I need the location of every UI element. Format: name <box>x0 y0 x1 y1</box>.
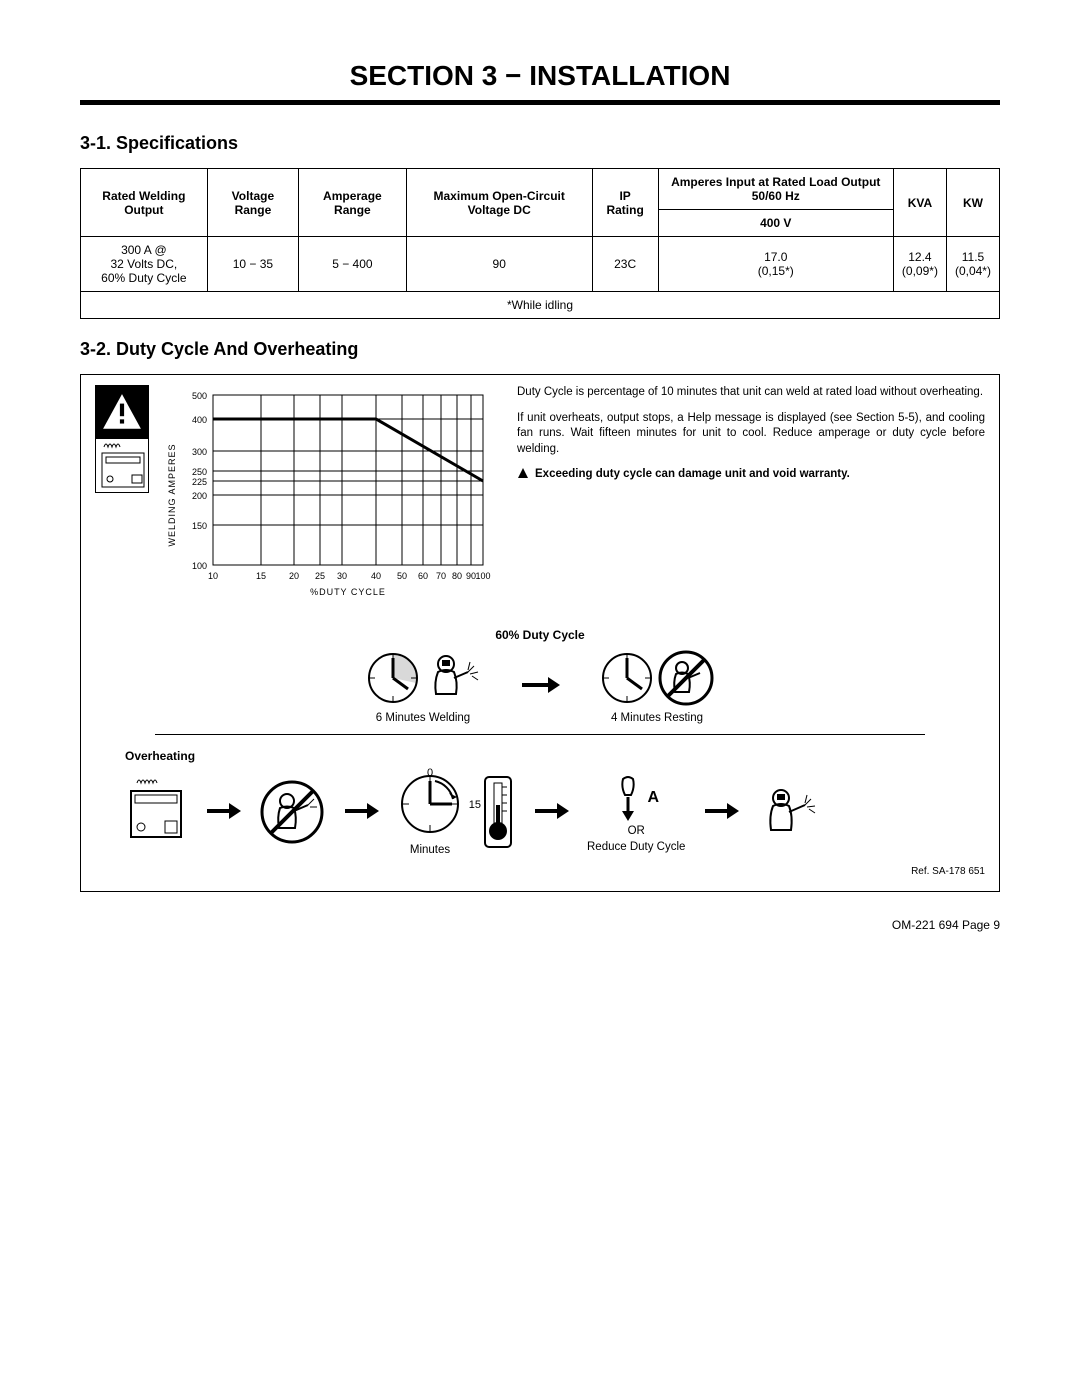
warn-text: Exceeding duty cycle can damage unit and… <box>535 467 850 485</box>
svg-text:15: 15 <box>256 571 266 581</box>
svg-text:250: 250 <box>192 467 207 477</box>
or-label: OR <box>587 825 685 837</box>
svg-text:200: 200 <box>192 491 207 501</box>
desc-p1: Duty Cycle is percentage of 10 minutes t… <box>517 385 985 401</box>
svg-text:500: 500 <box>192 391 207 401</box>
zero-label: 0 <box>427 767 433 779</box>
welder-rest-icon <box>658 650 714 706</box>
cell-max-ocv: 90 <box>406 237 592 292</box>
svg-text:225: 225 <box>192 477 207 487</box>
svg-text:100: 100 <box>192 561 207 571</box>
sixty-percent-label: 60% Duty Cycle <box>95 628 985 642</box>
cell-kva: 12.4(0,09*) <box>893 237 946 292</box>
svg-text:100: 100 <box>475 571 490 581</box>
svg-text:WELDING AMPERES: WELDING AMPERES <box>167 443 177 546</box>
col-400v: 400 V <box>658 210 893 237</box>
svg-text:%DUTY CYCLE: %DUTY CYCLE <box>310 587 386 597</box>
cell-kw: 11.5(0,04*) <box>946 237 999 292</box>
duty-cycle-chart: WELDING AMPERES <box>163 385 503 610</box>
welding-segment: 6 Minutes Welding <box>366 650 480 724</box>
spec-heading: 3-1. Specifications <box>80 133 1000 154</box>
welder-ok-icon <box>757 782 817 842</box>
warning-triangle-icon <box>517 467 529 485</box>
machine-hot-icon <box>125 777 187 847</box>
svg-text:400: 400 <box>192 415 207 425</box>
cell-rated-output: 300 A @32 Volts DC,60% Duty Cycle <box>81 237 208 292</box>
svg-text:40: 40 <box>371 571 381 581</box>
reduce-label: Reduce Duty Cycle <box>587 841 685 853</box>
page-footer: OM-221 694 Page 9 <box>80 918 1000 932</box>
idling-row: *While idling <box>81 292 1000 319</box>
arrow-icon <box>533 801 569 826</box>
section-title: SECTION 3 − INSTALLATION <box>80 60 1000 92</box>
welder-figure-icon <box>424 650 480 706</box>
col-voltage-range: Voltage Range <box>207 169 298 237</box>
svg-text:30: 30 <box>337 571 347 581</box>
svg-text:20: 20 <box>289 571 299 581</box>
col-kva: KVA <box>893 169 946 237</box>
col-amperage-range: Amperage Range <box>299 169 407 237</box>
no-weld-icon <box>259 779 325 845</box>
duty-box: WELDING AMPERES <box>80 374 1000 892</box>
cell-amperage-range: 5 − 400 <box>299 237 407 292</box>
col-ip-rating: IP Rating <box>592 169 658 237</box>
arrow-icon <box>205 801 241 826</box>
svg-text:25: 25 <box>315 571 325 581</box>
overheating-label: Overheating <box>125 749 985 763</box>
welding-caption: 6 Minutes Welding <box>366 712 480 724</box>
overheating-row: 0 15 Minutes <box>125 771 985 856</box>
welder-machine-icon <box>95 439 149 493</box>
col-max-ocv: Maximum Open-Circuit Voltage DC <box>406 169 592 237</box>
svg-text:150: 150 <box>192 521 207 531</box>
cell-voltage-range: 10 − 35 <box>207 237 298 292</box>
duty-description: Duty Cycle is percentage of 10 minutes t… <box>517 385 985 610</box>
title-rule <box>80 100 1000 105</box>
warning-icon <box>95 385 149 439</box>
resting-segment: 4 Minutes Resting <box>600 650 714 724</box>
arrow-icon <box>343 801 379 826</box>
resting-caption: 4 Minutes Resting <box>600 712 714 724</box>
cell-ip-rating: 23C <box>592 237 658 292</box>
svg-text:50: 50 <box>397 571 407 581</box>
amp-letter: A <box>647 789 659 807</box>
fifteen-label: 15 <box>469 799 481 811</box>
col-kw: KW <box>946 169 999 237</box>
arrow-icon <box>703 801 739 826</box>
duty-heading: 3-2. Duty Cycle And Overheating <box>80 339 1000 360</box>
ref-note: Ref. SA-178 651 <box>95 866 985 877</box>
svg-text:10: 10 <box>208 571 218 581</box>
arrow-icon <box>520 675 560 700</box>
clock-4min-icon <box>600 651 654 705</box>
desc-p2: If unit overheats, output stops, a Help … <box>517 411 985 458</box>
col-amperes-input: Amperes Input at Rated Load Output 50/60… <box>658 169 893 210</box>
idling-note: *While idling <box>81 292 1000 319</box>
col-rated-output: Rated Welding Output <box>81 169 208 237</box>
spec-table: Rated Welding Output Voltage Range Amper… <box>80 168 1000 319</box>
svg-text:80: 80 <box>452 571 462 581</box>
divider <box>155 734 925 735</box>
cell-400v: 17.0(0,15*) <box>658 237 893 292</box>
table-row: 300 A @32 Volts DC,60% Duty Cycle 10 − 3… <box>81 237 1000 292</box>
svg-text:70: 70 <box>436 571 446 581</box>
minutes-caption: Minutes <box>397 844 463 856</box>
svg-text:60: 60 <box>418 571 428 581</box>
clock-15min-icon <box>397 771 463 837</box>
thermometer-icon <box>481 775 515 849</box>
clock-6min-icon <box>366 651 420 705</box>
amp-down-icon <box>613 775 643 821</box>
svg-text:300: 300 <box>192 447 207 457</box>
